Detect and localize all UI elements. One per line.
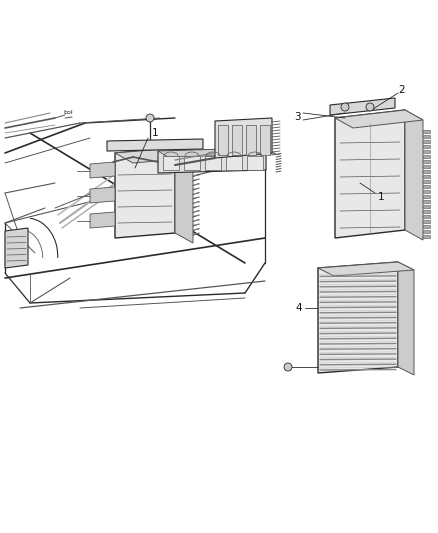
Bar <box>423 155 430 158</box>
Text: 2: 2 <box>399 85 405 95</box>
Bar <box>423 184 430 188</box>
Bar <box>423 205 430 208</box>
Polygon shape <box>90 162 115 178</box>
Polygon shape <box>335 110 405 238</box>
Bar <box>423 214 430 218</box>
Polygon shape <box>318 262 398 373</box>
Bar <box>226 156 242 170</box>
Polygon shape <box>330 98 395 115</box>
Polygon shape <box>107 139 203 151</box>
Polygon shape <box>405 110 423 240</box>
Bar <box>423 159 430 163</box>
Circle shape <box>341 103 349 111</box>
Bar <box>423 149 430 153</box>
Bar <box>423 130 430 133</box>
Text: 1: 1 <box>378 192 384 202</box>
Bar <box>423 134 430 138</box>
Bar <box>423 165 430 168</box>
Circle shape <box>284 363 292 371</box>
Polygon shape <box>115 148 193 163</box>
Bar <box>423 209 430 213</box>
Bar <box>163 156 179 170</box>
Polygon shape <box>90 212 115 228</box>
Bar <box>423 235 430 238</box>
Bar <box>218 125 228 155</box>
Bar <box>232 125 242 155</box>
Polygon shape <box>90 187 115 203</box>
Bar <box>423 190 430 193</box>
Polygon shape <box>335 110 423 128</box>
Polygon shape <box>158 148 276 157</box>
Bar <box>423 230 430 233</box>
Polygon shape <box>5 228 28 268</box>
Bar <box>246 125 256 155</box>
Bar <box>423 195 430 198</box>
Bar <box>423 199 430 203</box>
Text: 1: 1 <box>152 128 158 138</box>
Circle shape <box>146 114 154 122</box>
Polygon shape <box>398 262 414 375</box>
Polygon shape <box>215 118 272 158</box>
Bar <box>260 125 270 155</box>
Text: 3: 3 <box>294 112 300 122</box>
Polygon shape <box>175 148 193 243</box>
Circle shape <box>366 103 374 111</box>
Polygon shape <box>115 148 175 238</box>
Bar <box>423 174 430 178</box>
Bar <box>247 156 263 170</box>
Bar <box>423 169 430 173</box>
Polygon shape <box>318 262 414 276</box>
Bar <box>423 144 430 148</box>
Text: bol: bol <box>63 110 73 116</box>
Bar <box>423 220 430 223</box>
Bar <box>184 156 200 170</box>
Text: 4: 4 <box>296 303 302 313</box>
Bar <box>423 180 430 183</box>
Bar <box>423 224 430 228</box>
Bar <box>205 156 221 170</box>
Bar <box>423 140 430 143</box>
Polygon shape <box>158 148 266 173</box>
